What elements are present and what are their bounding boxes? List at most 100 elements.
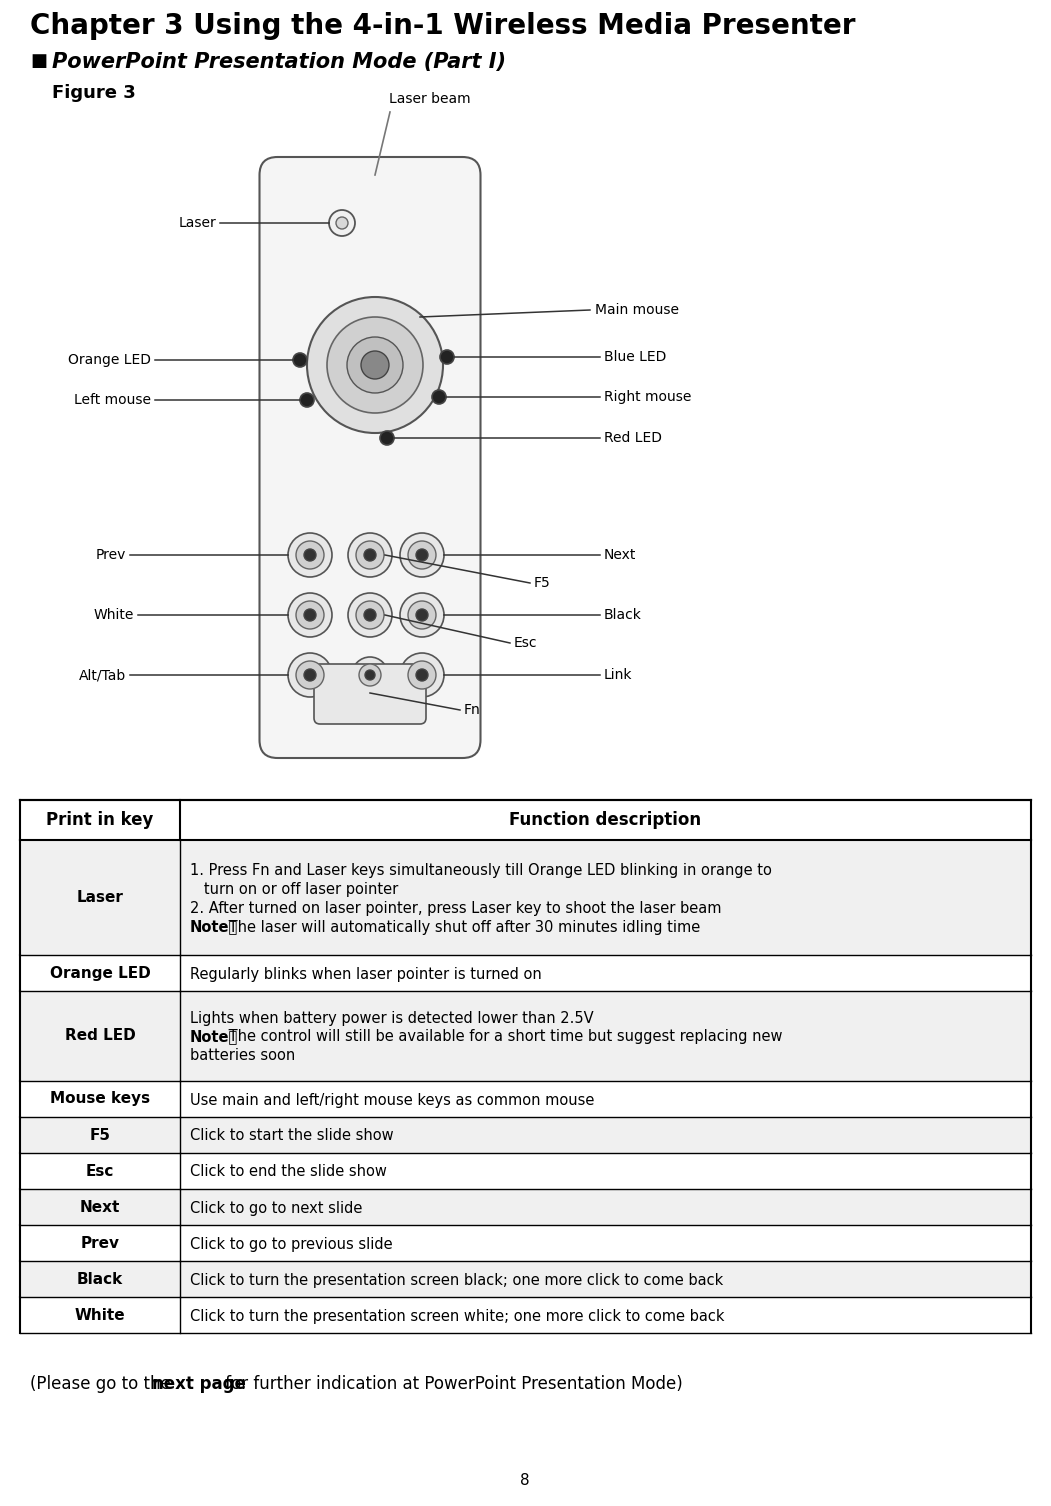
Circle shape xyxy=(416,550,428,562)
Text: Red LED: Red LED xyxy=(64,1029,136,1044)
Text: batteries soon: batteries soon xyxy=(190,1048,295,1063)
Circle shape xyxy=(304,550,316,562)
Circle shape xyxy=(300,393,314,407)
Text: Blue LED: Blue LED xyxy=(604,349,666,364)
Text: Esc: Esc xyxy=(514,636,537,651)
Circle shape xyxy=(352,657,388,693)
Circle shape xyxy=(408,541,436,569)
Circle shape xyxy=(296,541,324,569)
FancyBboxPatch shape xyxy=(20,1081,1031,1117)
Circle shape xyxy=(380,431,394,444)
Circle shape xyxy=(356,601,384,630)
FancyBboxPatch shape xyxy=(20,991,1031,1081)
Text: Prev: Prev xyxy=(81,1235,120,1250)
Circle shape xyxy=(440,349,454,364)
Circle shape xyxy=(288,654,332,697)
Circle shape xyxy=(364,550,376,562)
FancyBboxPatch shape xyxy=(260,157,480,758)
Text: Mouse keys: Mouse keys xyxy=(50,1092,150,1107)
FancyBboxPatch shape xyxy=(20,1154,1031,1190)
Text: Click to end the slide show: Click to end the slide show xyxy=(190,1164,387,1179)
Circle shape xyxy=(400,593,444,637)
Text: The laser will automatically shut off after 30 minutes idling time: The laser will automatically shut off af… xyxy=(224,920,700,935)
Text: The control will still be available for a short time but suggest replacing new: The control will still be available for … xyxy=(224,1030,783,1045)
Text: Laser: Laser xyxy=(179,215,217,230)
Circle shape xyxy=(348,533,392,577)
Circle shape xyxy=(400,533,444,577)
Circle shape xyxy=(327,316,423,413)
FancyBboxPatch shape xyxy=(314,664,426,724)
Text: Click to turn the presentation screen black; one more click to come back: Click to turn the presentation screen bl… xyxy=(190,1273,723,1288)
Text: Note：: Note： xyxy=(190,920,239,935)
Circle shape xyxy=(359,664,382,687)
Text: F5: F5 xyxy=(534,575,551,590)
Text: next page: next page xyxy=(152,1375,246,1393)
Text: 2. After turned on laser pointer, press Laser key to shoot the laser beam: 2. After turned on laser pointer, press … xyxy=(190,901,721,916)
Text: Right mouse: Right mouse xyxy=(604,390,692,404)
Text: Next: Next xyxy=(80,1199,120,1214)
Text: Lights when battery power is detected lower than 2.5V: Lights when battery power is detected lo… xyxy=(190,1011,594,1026)
Circle shape xyxy=(416,608,428,620)
Circle shape xyxy=(348,593,392,637)
Circle shape xyxy=(416,669,428,681)
Text: Prev: Prev xyxy=(96,548,126,562)
Circle shape xyxy=(296,661,324,690)
Text: Click to start the slide show: Click to start the slide show xyxy=(190,1128,394,1143)
Circle shape xyxy=(329,209,355,236)
Circle shape xyxy=(347,337,403,393)
Circle shape xyxy=(400,654,444,697)
Text: ■: ■ xyxy=(30,53,47,69)
Text: PowerPoint Presentation Mode (Part I): PowerPoint Presentation Mode (Part I) xyxy=(51,53,506,72)
Circle shape xyxy=(296,601,324,630)
Text: Figure 3: Figure 3 xyxy=(51,84,136,102)
Text: Esc: Esc xyxy=(86,1164,115,1179)
Text: Next: Next xyxy=(604,548,636,562)
FancyBboxPatch shape xyxy=(20,1190,1031,1224)
Text: Main mouse: Main mouse xyxy=(595,303,679,316)
Circle shape xyxy=(356,541,384,569)
FancyBboxPatch shape xyxy=(20,1297,1031,1333)
Circle shape xyxy=(432,390,446,404)
FancyBboxPatch shape xyxy=(20,1117,1031,1154)
Text: Black: Black xyxy=(604,608,642,622)
Text: F5: F5 xyxy=(89,1128,110,1143)
FancyBboxPatch shape xyxy=(20,955,1031,991)
Text: Black: Black xyxy=(77,1271,123,1286)
Text: Regularly blinks when laser pointer is turned on: Regularly blinks when laser pointer is t… xyxy=(190,967,541,982)
FancyBboxPatch shape xyxy=(20,840,1031,955)
Circle shape xyxy=(364,608,376,620)
Text: Laser: Laser xyxy=(77,890,123,905)
Text: Alt/Tab: Alt/Tab xyxy=(79,669,126,682)
Text: Laser beam: Laser beam xyxy=(389,92,471,105)
Circle shape xyxy=(304,669,316,681)
Circle shape xyxy=(293,352,307,367)
Circle shape xyxy=(307,297,444,434)
FancyBboxPatch shape xyxy=(20,1261,1031,1297)
Text: White: White xyxy=(75,1307,125,1322)
Text: Function description: Function description xyxy=(510,812,702,828)
Text: Print in key: Print in key xyxy=(46,812,153,828)
Circle shape xyxy=(288,533,332,577)
Text: Chapter 3 Using the 4-in-1 Wireless Media Presenter: Chapter 3 Using the 4-in-1 Wireless Medi… xyxy=(30,12,856,41)
Text: Left mouse: Left mouse xyxy=(74,393,151,407)
Text: Click to turn the presentation screen white; one more click to come back: Click to turn the presentation screen wh… xyxy=(190,1309,724,1324)
Text: Fn: Fn xyxy=(463,703,480,717)
Circle shape xyxy=(408,601,436,630)
Circle shape xyxy=(408,661,436,690)
Text: for further indication at PowerPoint Presentation Mode): for further indication at PowerPoint Pre… xyxy=(220,1375,683,1393)
Circle shape xyxy=(336,217,348,229)
Circle shape xyxy=(365,670,375,681)
Circle shape xyxy=(288,593,332,637)
Text: Red LED: Red LED xyxy=(604,431,662,444)
Circle shape xyxy=(304,608,316,620)
Text: (Please go to the: (Please go to the xyxy=(30,1375,176,1393)
Text: Link: Link xyxy=(604,669,633,682)
Text: Click to go to next slide: Click to go to next slide xyxy=(190,1200,363,1215)
Text: 8: 8 xyxy=(520,1473,530,1488)
Text: Orange LED: Orange LED xyxy=(49,965,150,980)
Text: Note：: Note： xyxy=(190,1030,239,1045)
Text: Use main and left/right mouse keys as common mouse: Use main and left/right mouse keys as co… xyxy=(190,1092,595,1107)
Text: turn on or off laser pointer: turn on or off laser pointer xyxy=(190,881,398,896)
Text: Click to go to previous slide: Click to go to previous slide xyxy=(190,1236,393,1251)
Text: Orange LED: Orange LED xyxy=(68,352,151,367)
